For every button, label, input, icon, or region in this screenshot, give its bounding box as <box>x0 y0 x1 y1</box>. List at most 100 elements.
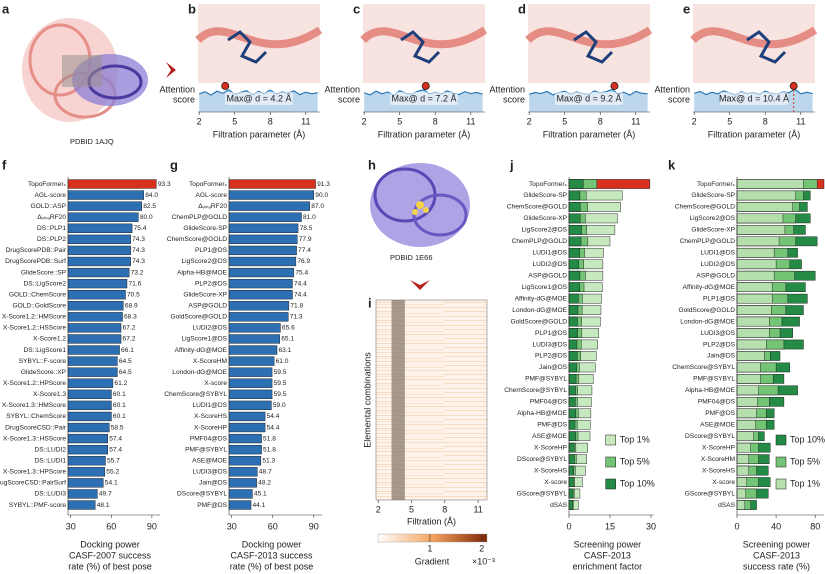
bar <box>228 267 295 278</box>
value-label: 48.1 <box>97 502 110 509</box>
value-label: 74.4 <box>294 280 307 287</box>
frame <box>375 299 488 501</box>
panel-label: h <box>368 157 376 172</box>
value-label: 48.7 <box>259 469 272 476</box>
legend-swatch <box>605 434 616 446</box>
category-label: GlideScore-SP <box>523 192 567 199</box>
annotation-box <box>720 92 788 105</box>
colorbar <box>377 533 488 543</box>
x-tick-label: 60 <box>106 521 116 531</box>
value-label: 61.2 <box>114 380 127 387</box>
value-label: 93.3 <box>158 181 171 188</box>
value-label: 51.8 <box>263 446 276 453</box>
x-tick-label: 5 <box>409 504 414 514</box>
annotation-box <box>225 92 293 105</box>
y-axis-label: Attention <box>159 84 195 94</box>
category-label: TopoFormerₛ <box>189 181 228 188</box>
x-tick-label: 11 <box>631 116 640 126</box>
bar <box>568 236 582 247</box>
category-label: DrugScorePDB::Surf <box>5 258 66 265</box>
category-label: PLP2@DS <box>535 353 568 360</box>
y-axis-label: Attention <box>324 84 360 94</box>
category-label: TopoFormerₛ <box>28 181 67 188</box>
x-axis-label: Filtration (Å) <box>407 516 456 526</box>
category-label: SYBYL::ChemScore <box>6 413 66 420</box>
category-label: X-score <box>204 380 227 387</box>
legend-label: Top 1% <box>620 434 650 444</box>
value-label: 75.4 <box>134 225 147 232</box>
panel-label: i <box>368 295 372 310</box>
category-label: X-ScoreHS <box>534 467 568 474</box>
bar <box>568 488 574 499</box>
category-label: X-Score1.2::HPScore <box>3 380 66 387</box>
category-label: ChemScore@SYBYL <box>672 364 735 371</box>
bar <box>67 433 109 444</box>
category-label: X-Score1.2::HSScore <box>3 325 66 332</box>
category-label: ASE@MOE <box>532 433 568 440</box>
ligand <box>573 30 614 64</box>
value-label: 60.1 <box>113 402 126 409</box>
bar <box>736 362 761 373</box>
colorbar-tick-label: 2 <box>479 543 484 553</box>
legend-swatch <box>775 478 787 490</box>
bar <box>568 465 574 476</box>
x-tick-label: 60 <box>268 521 278 531</box>
caption: PDBID 1E66 <box>390 253 433 262</box>
value-label: 59.5 <box>274 391 287 398</box>
value-label: 77.9 <box>299 236 312 243</box>
value-label: 44.1 <box>253 502 266 509</box>
category-label: X-ScoreHM <box>193 358 227 365</box>
value-label: 66.1 <box>121 347 134 354</box>
bar <box>736 419 756 430</box>
bar <box>736 442 751 453</box>
annotation: Max@ d = 10.4 Å <box>719 93 789 103</box>
bar <box>67 223 133 233</box>
category-label: GlideScore-XP <box>183 291 227 298</box>
category-label: ChemScore@SYBYL <box>504 387 567 394</box>
bar <box>568 328 578 338</box>
structure-image <box>690 26 818 49</box>
x-axis-label: Screening power <box>743 539 811 549</box>
category-label: DrugScorePDB::Pair <box>6 247 67 254</box>
value-label: 65.1 <box>281 336 294 343</box>
bar <box>67 345 120 355</box>
bar <box>736 397 758 407</box>
bar <box>736 259 777 270</box>
category-label: dSAS <box>550 502 567 509</box>
legend-swatch <box>605 478 616 490</box>
category-label: DS::LUDI1 <box>34 457 66 464</box>
value-label: 58.5 <box>111 424 124 431</box>
legend-swatch <box>775 434 787 446</box>
category-label: X-ScoreHS <box>702 467 736 474</box>
bar <box>67 400 112 411</box>
category-label: Jain@DS <box>707 353 736 360</box>
category-label: PMF@SYBYL <box>185 446 227 453</box>
x-tick-label: 8 <box>598 116 603 126</box>
bar <box>228 478 257 488</box>
value-label: 71.3 <box>290 314 303 321</box>
value-label: 74.3 <box>132 236 145 243</box>
category-label: Jain@DS <box>199 480 228 487</box>
x-tick-label: 2 <box>362 116 367 126</box>
bar <box>568 374 577 384</box>
bar <box>228 367 273 377</box>
x-tick-label: 30 <box>227 521 237 531</box>
bar <box>228 234 298 244</box>
category-label: PLP1@DS <box>535 330 568 337</box>
category-label: ChemScore@GOLD <box>675 204 735 211</box>
legend-label: Top 5% <box>790 456 820 466</box>
value-label: 78.5 <box>300 225 313 232</box>
bar <box>568 500 573 510</box>
x-tick-label: 5 <box>232 116 237 126</box>
x-axis-label: Docking power <box>80 539 140 549</box>
x-tick-label: 8 <box>442 504 447 514</box>
value-label: 76.9 <box>297 258 310 265</box>
value-label: 91.3 <box>317 181 330 188</box>
category-label: X-Score1.3::HSScore <box>3 435 66 442</box>
value-label: 73.2 <box>131 269 144 276</box>
category-label: ASP@GOLD <box>188 303 227 310</box>
value-label: 80.0 <box>140 214 153 221</box>
bar <box>736 213 784 224</box>
panel-label: d <box>518 1 526 16</box>
bar <box>568 454 575 464</box>
